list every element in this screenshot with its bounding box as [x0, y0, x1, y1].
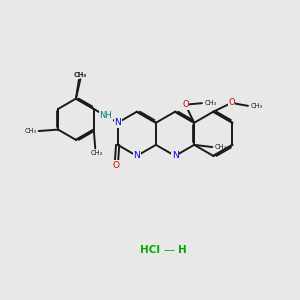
- Text: CH₃: CH₃: [91, 150, 103, 156]
- Text: N: N: [172, 152, 178, 160]
- Text: NH: NH: [99, 111, 112, 120]
- Text: CH₃: CH₃: [250, 103, 262, 109]
- Text: CH₃: CH₃: [204, 100, 216, 106]
- Text: —: —: [164, 245, 175, 255]
- Text: O: O: [228, 98, 235, 107]
- Text: N: N: [134, 152, 140, 160]
- Text: CH₃: CH₃: [74, 72, 86, 78]
- Text: O: O: [182, 100, 189, 109]
- Text: HCl: HCl: [140, 245, 160, 255]
- Text: CH₃: CH₃: [74, 72, 87, 78]
- Text: N: N: [114, 118, 121, 127]
- Text: CH₃: CH₃: [24, 128, 36, 134]
- Text: O: O: [113, 161, 120, 170]
- Text: CH₃: CH₃: [214, 144, 227, 150]
- Text: H: H: [178, 245, 187, 255]
